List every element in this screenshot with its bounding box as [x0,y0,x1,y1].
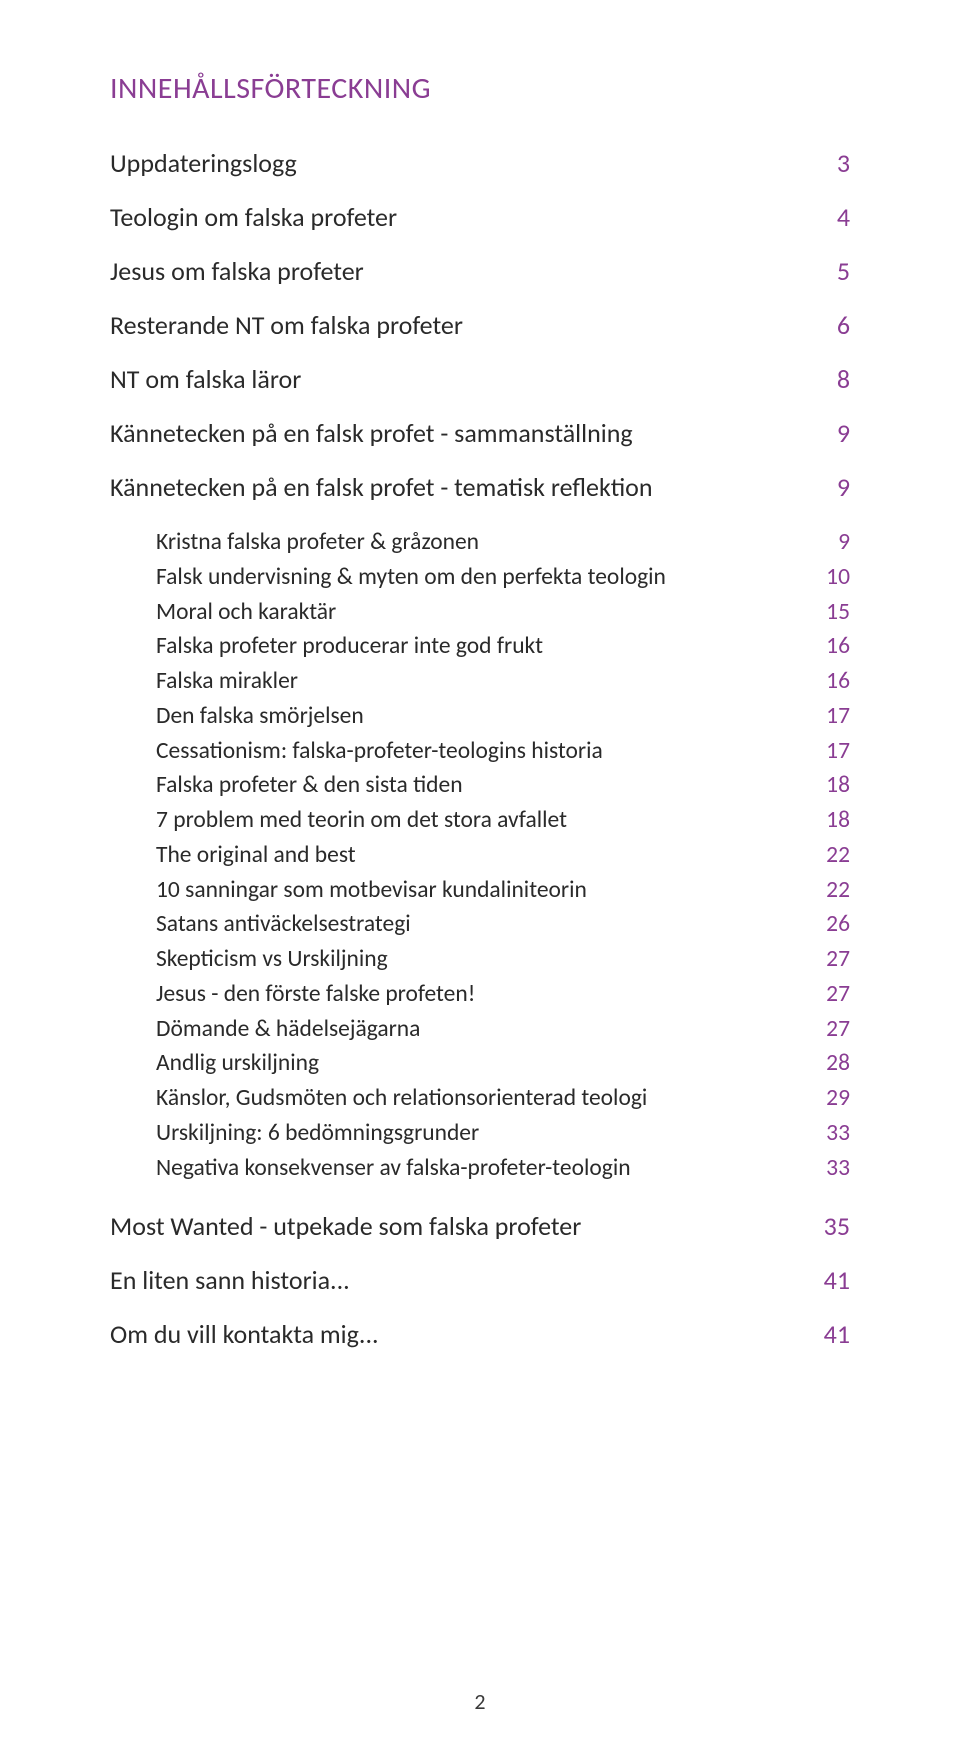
toc-sub-row[interactable]: Cessationism: falska-profeter-teologins … [156,734,850,769]
toc-entry-label: Negativa konsekvenser av falska-profeter… [156,1151,631,1186]
toc-sub-row[interactable]: 7 problem med teorin om det stora avfall… [156,803,850,838]
toc-sub-row[interactable]: Dömande & hädelsejägarna 27 [156,1012,850,1047]
toc-entry-page: 17 [790,699,850,734]
toc-section-row[interactable]: Kännetecken på en falsk profet - sammans… [110,417,850,449]
toc-entry-label: Kännetecken på en falsk profet - sammans… [110,417,633,449]
toc-entry-label: Känslor, Gudsmöten och relationsorienter… [156,1081,647,1116]
toc-entry-label: Moral och karaktär [156,595,336,630]
toc-entry-page: 9 [837,417,850,449]
toc-section-row[interactable]: Kännetecken på en falsk profet - tematis… [110,471,850,503]
toc-entry-page: 33 [790,1151,850,1186]
toc-sub-row[interactable]: Urskiljning: 6 bedömningsgrunder 33 [156,1116,850,1151]
toc-entry-label: Falska profeter producerar inte god fruk… [156,629,543,664]
toc-entry-page: 22 [790,838,850,873]
toc-section-row[interactable]: Teologin om falska profeter 4 [110,201,850,233]
toc-entry-label: Uppdateringslogg [110,147,297,179]
toc-entry-page: 27 [790,977,850,1012]
toc-entry-label: Falska profeter & den sista tiden [156,768,463,803]
toc-entry-label: The original and best [156,838,356,873]
toc-sub-row[interactable]: Jesus - den förste falske profeten! 27 [156,977,850,1012]
toc-entry-label: Jesus om falska profeter [110,255,364,287]
toc-entry-page: 15 [790,595,850,630]
toc-entry-page: 18 [790,803,850,838]
toc-entry-page: 4 [837,201,850,233]
toc-entry-label: Falska mirakler [156,664,298,699]
toc-entry-page: 3 [837,147,850,179]
toc-sub-row[interactable]: Falsk undervisning & myten om den perfek… [156,560,850,595]
toc-title: INNEHÅLLSFÖRTECKNING [110,70,850,107]
toc-entry-label: Cessationism: falska-profeter-teologins … [156,734,603,769]
toc-subsections: Kristna falska profeter & gråzonen 9 Falsk… [156,525,850,1186]
toc-entry-label: NT om falska läror [110,363,301,395]
toc-sub-row[interactable]: 10 sanningar som motbevisar kundaliniteo… [156,873,850,908]
toc-entry-label: 7 problem med teorin om det stora avfall… [156,803,567,838]
toc-entry-label: Kristna falska profeter & gråzonen [156,525,479,560]
toc-sub-row[interactable]: Den falska smörjelsen 17 [156,699,850,734]
toc-section-row[interactable]: Jesus om falska profeter 5 [110,255,850,287]
toc-sub-row[interactable]: Skepticism vs Urskiljning 27 [156,942,850,977]
toc-sub-row[interactable]: Kristna falska profeter & gråzonen 9 [156,525,850,560]
toc-entry-label: Satans antiväckelsestrategi [156,907,411,942]
toc-entry-page: 27 [790,942,850,977]
toc-section-row[interactable]: Resterande NT om falska profeter 6 [110,309,850,341]
toc-sub-row[interactable]: Falska profeter & den sista tiden 18 [156,768,850,803]
toc-entry-label: Skepticism vs Urskiljning [156,942,388,977]
toc-entry-page: 9 [790,525,850,560]
toc-entry-page: 29 [790,1081,850,1116]
toc-entry-page: 18 [790,768,850,803]
toc-sub-row[interactable]: Moral och karaktär 15 [156,595,850,630]
toc-sub-row[interactable]: Andlig urskiljning 28 [156,1046,850,1081]
toc-entry-page: 28 [790,1046,850,1081]
toc-entry-page: 41 [824,1264,850,1296]
toc-entry-page: 10 [790,560,850,595]
toc-main-sections: Uppdateringslogg 3 Teologin om falska prof… [110,147,850,503]
toc-entry-label: Dömande & hädelsejägarna [156,1012,420,1047]
toc-section-row[interactable]: Most Wanted - utpekade som falska profet… [110,1210,850,1242]
toc-entry-page: 22 [790,873,850,908]
toc-entry-page: 5 [837,255,850,287]
toc-entry-page: 16 [790,629,850,664]
toc-entry-label: Most Wanted - utpekade som falska profet… [110,1210,581,1242]
toc-entry-page: 8 [837,363,850,395]
toc-sub-row[interactable]: Satans antiväckelsestrategi 26 [156,907,850,942]
toc-entry-label: Falsk undervisning & myten om den perfek… [156,560,666,595]
page-number-footer: 2 [0,1688,960,1715]
toc-entry-label: En liten sann historia... [110,1264,350,1296]
toc-entry-page: 17 [790,734,850,769]
toc-entry-label: Kännetecken på en falsk profet - tematis… [110,471,653,503]
toc-entry-page: 33 [790,1116,850,1151]
document-page: INNEHÅLLSFÖRTECKNING Uppdateringslogg 3 Te… [0,0,960,1755]
toc-entry-label: Teologin om falska profeter [110,201,397,233]
toc-entry-label: Den falska smörjelsen [156,699,364,734]
toc-entry-label: Jesus - den förste falske profeten! [156,977,475,1012]
toc-entry-page: 41 [824,1318,850,1350]
toc-sub-row[interactable]: Negativa konsekvenser av falska-profeter… [156,1151,850,1186]
toc-entry-page: 35 [824,1210,850,1242]
toc-section-row[interactable]: Om du vill kontakta mig... 41 [110,1318,850,1350]
toc-entry-page: 6 [837,309,850,341]
toc-entry-label: Andlig urskiljning [156,1046,319,1081]
toc-entry-label: Urskiljning: 6 bedömningsgrunder [156,1116,479,1151]
toc-entry-page: 16 [790,664,850,699]
toc-entry-page: 27 [790,1012,850,1047]
toc-entry-label: Om du vill kontakta mig... [110,1318,379,1350]
toc-sub-row[interactable]: The original and best 22 [156,838,850,873]
toc-entry-page: 26 [790,907,850,942]
toc-sub-row[interactable]: Känslor, Gudsmöten och relationsorienter… [156,1081,850,1116]
toc-sub-row[interactable]: Falska profeter producerar inte god fruk… [156,629,850,664]
toc-entry-label: Resterande NT om falska profeter [110,309,463,341]
toc-entry-label: 10 sanningar som motbevisar kundaliniteo… [156,873,587,908]
toc-sub-row[interactable]: Falska mirakler 16 [156,664,850,699]
toc-section-row[interactable]: NT om falska läror 8 [110,363,850,395]
toc-section-row[interactable]: Uppdateringslogg 3 [110,147,850,179]
toc-trailing-sections: Most Wanted - utpekade som falska profet… [110,1210,850,1350]
toc-entry-page: 9 [837,471,850,503]
toc-section-row[interactable]: En liten sann historia... 41 [110,1264,850,1296]
